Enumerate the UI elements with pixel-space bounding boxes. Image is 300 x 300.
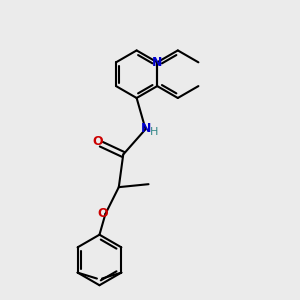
Text: H: H xyxy=(150,127,159,137)
Text: N: N xyxy=(152,56,162,69)
Text: N: N xyxy=(141,122,151,135)
Text: O: O xyxy=(92,135,103,148)
Text: O: O xyxy=(98,207,108,220)
